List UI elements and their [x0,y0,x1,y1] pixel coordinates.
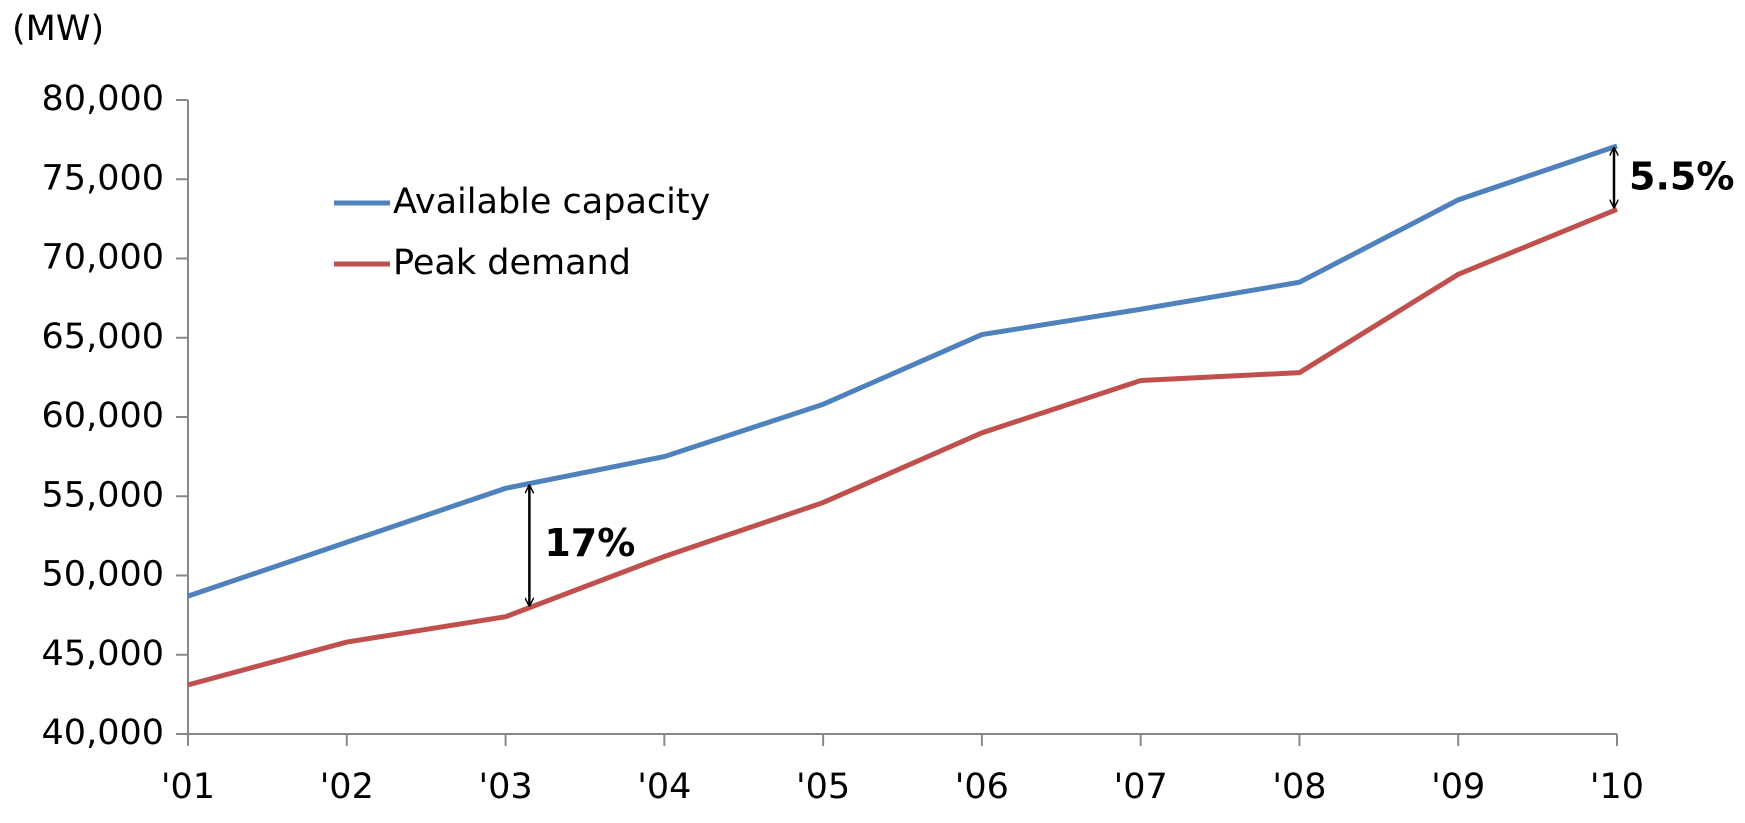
legend-label: Available capacity [393,182,710,222]
y-axis-label: (MW) [12,9,104,49]
x-tick-label: '02 [320,767,374,807]
series-line [187,143,1618,599]
x-tick-label: '08 [1272,767,1326,807]
annotation: 17% [544,521,635,565]
x-tick-label: '05 [796,767,850,807]
x-tick-label: '03 [478,767,532,807]
y-tick-label: 50,000 [42,555,164,595]
annotation: 5.5% [1629,154,1734,198]
y-tick-label: 65,000 [42,317,164,357]
y-tick-label: 80,000 [42,79,164,119]
x-tick-label: '04 [637,767,691,807]
y-tick-label: 70,000 [42,238,164,278]
x-tick-label: '10 [1590,767,1644,807]
x-tick-label: '07 [1114,767,1168,807]
series-line [187,207,1618,688]
y-tick-label: 55,000 [42,475,164,515]
x-tick-label: '06 [955,767,1009,807]
legend-label: Peak demand [393,243,631,283]
y-tick-label: 45,000 [42,634,164,674]
y-tick-label: 75,000 [42,158,164,198]
x-tick-label: '01 [161,767,215,807]
y-tick-label: 40,000 [42,713,164,753]
y-tick-label: 60,000 [42,396,164,436]
x-tick-label: '09 [1431,767,1485,807]
